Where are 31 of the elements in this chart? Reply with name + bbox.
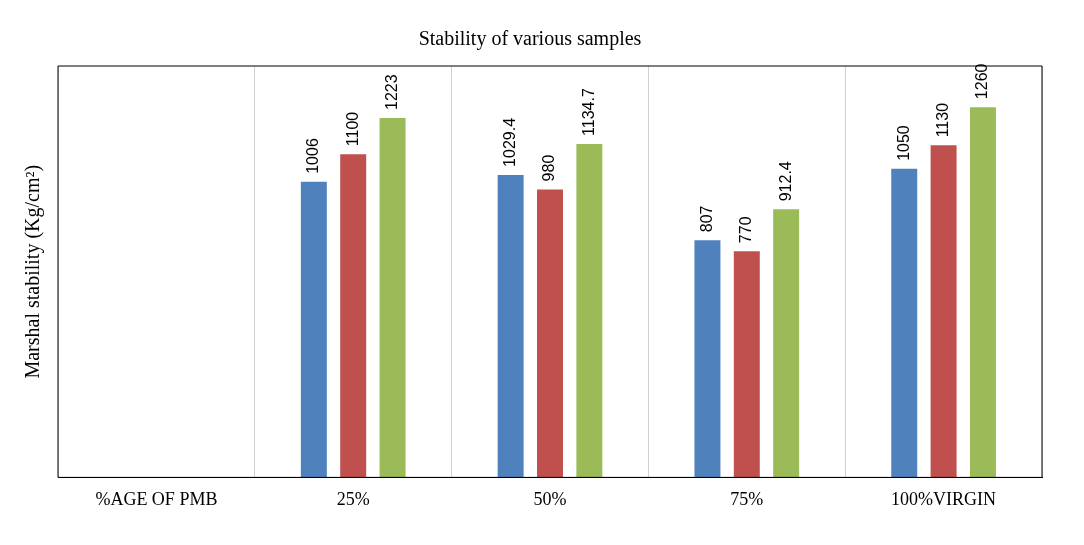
- chart-title: Stability of various samples: [418, 27, 642, 51]
- x-tick-label: %AGE OF PMB: [95, 488, 218, 509]
- x-tick-label: 75%: [730, 488, 764, 509]
- x-tick-label: 50%: [533, 488, 567, 509]
- x-tick-label: 25%: [336, 488, 370, 509]
- data-label: 1100: [343, 111, 361, 147]
- bar: [300, 181, 327, 478]
- data-label: 1050: [894, 125, 912, 161]
- bar: [576, 143, 603, 478]
- y-axis-title: Marshal stability (Kg/cm²): [21, 164, 45, 379]
- data-label: 912.4: [776, 161, 794, 202]
- data-label: 1029.4: [501, 117, 519, 167]
- data-label: 1006: [304, 138, 322, 174]
- bar: [891, 168, 918, 478]
- bar: [694, 240, 721, 478]
- bar: [379, 118, 406, 478]
- bar: [969, 107, 996, 478]
- data-label: 1134.7: [579, 88, 597, 136]
- bar: [733, 251, 760, 478]
- data-label: 1223: [382, 74, 400, 111]
- data-label: 980: [540, 154, 558, 182]
- x-tick-label: 100%VIRGIN: [891, 488, 997, 509]
- bar: [497, 174, 524, 478]
- data-label: 807: [697, 205, 715, 233]
- bar: [930, 145, 957, 478]
- bar: [537, 189, 563, 478]
- data-label: 770: [737, 216, 755, 244]
- bar: [773, 209, 800, 478]
- data-label: 1260: [973, 63, 991, 100]
- data-label: 1130: [934, 102, 952, 138]
- bar: [340, 154, 367, 478]
